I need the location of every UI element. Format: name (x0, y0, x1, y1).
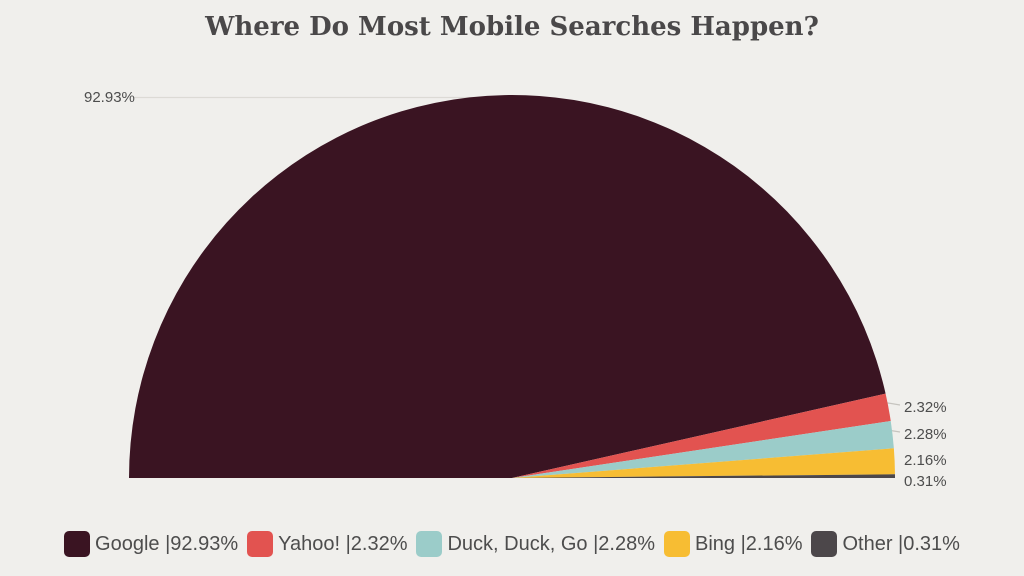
legend: Google |92.93% Yahoo! |2.32% Duck, Duck,… (0, 531, 1024, 557)
legend-item-duck-duck-go: Duck, Duck, Go |2.28% (416, 531, 655, 557)
value-label-yahoo: 2.32% (904, 399, 947, 416)
legend-label-duck-duck-go: Duck, Duck, Go |2.28% (447, 532, 655, 555)
legend-swatch-other (811, 531, 838, 557)
legend-label-other: Other |0.31% (842, 532, 960, 555)
legend-label-yahoo: Yahoo! |2.32% (278, 532, 408, 555)
legend-swatch-duck-duck-go (416, 531, 443, 557)
slice-other (512, 474, 895, 478)
legend-swatch-bing (663, 531, 690, 557)
slice-google (129, 95, 886, 478)
legend-item-other: Other |0.31% (811, 531, 960, 557)
value-label-google: 92.93% (84, 89, 135, 106)
value-label-bing: 2.16% (904, 452, 947, 469)
legend-label-google: Google |92.93% (95, 532, 239, 555)
slice-bing (512, 448, 895, 478)
legend-swatch-google (64, 531, 91, 557)
value-label-other: 0.31% (904, 473, 947, 490)
legend-item-google: Google |92.93% (64, 531, 238, 557)
slice-yahoo (512, 393, 891, 478)
legend-swatch-yahoo (247, 531, 274, 557)
value-label-duck-duck-go: 2.28% (904, 426, 947, 443)
legend-label-bing: Bing |2.16% (694, 532, 803, 555)
chart-title: Where Do Most Mobile Searches Happen? (205, 12, 819, 42)
slice-duck-duck-go (512, 421, 894, 478)
legend-item-yahoo: Yahoo! |2.32% (247, 531, 407, 557)
legend-item-bing: Bing |2.16% (663, 531, 803, 557)
wedges (129, 95, 895, 478)
